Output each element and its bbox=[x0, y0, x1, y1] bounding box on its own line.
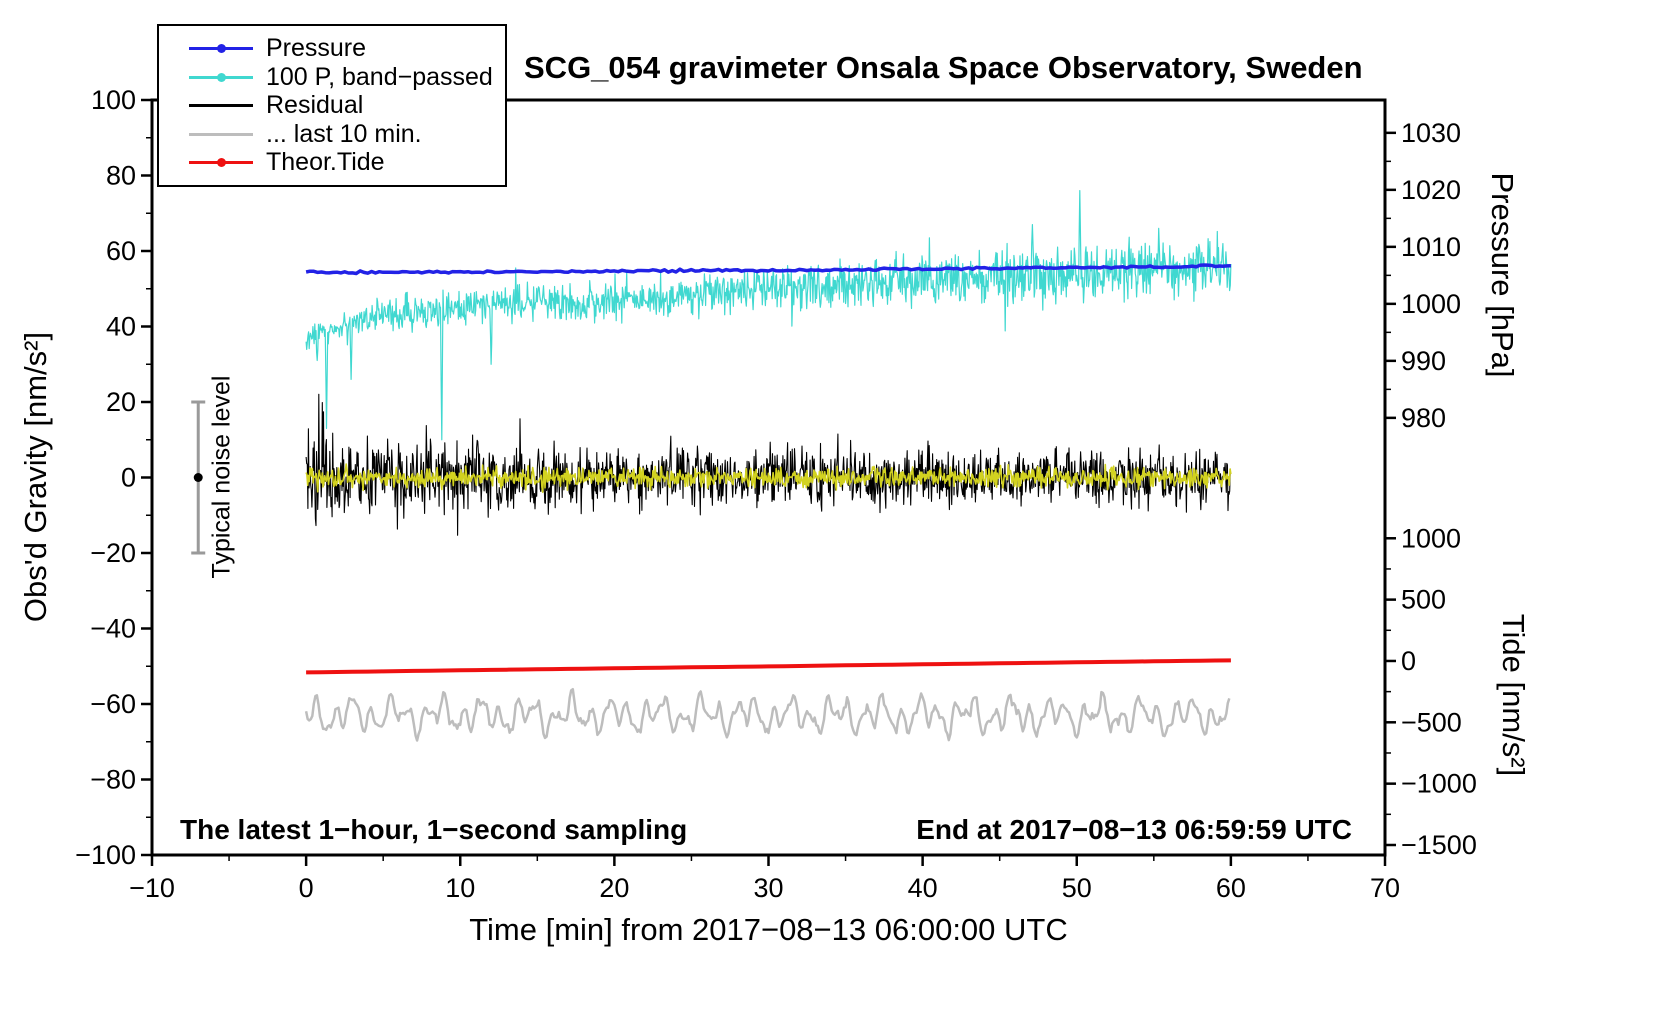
legend-label: 100 P, band−passed bbox=[266, 62, 493, 91]
series-pressure bbox=[305, 263, 1231, 276]
tick-label: 80 bbox=[106, 161, 136, 191]
legend-item-theor-tide: Theor.Tide bbox=[159, 148, 505, 177]
tick-label: 1030 bbox=[1401, 118, 1461, 148]
tick-label: 60 bbox=[1216, 873, 1246, 903]
chart-title: SCG_054 gravimeter Onsala Space Observat… bbox=[524, 50, 1363, 85]
tick-label: 40 bbox=[908, 873, 938, 903]
theor-tide-line-sample bbox=[189, 148, 253, 176]
legend-label: Theor.Tide bbox=[266, 148, 385, 177]
series-last10 bbox=[304, 687, 1231, 742]
tick-label: −100 bbox=[75, 840, 136, 870]
series-theor-tide bbox=[306, 658, 1231, 675]
tick-label: 1020 bbox=[1401, 175, 1461, 205]
tick-label: −40 bbox=[90, 614, 136, 644]
tick-label: −1500 bbox=[1401, 830, 1477, 860]
tick-label: 0 bbox=[121, 463, 136, 493]
tick-label: 500 bbox=[1401, 585, 1446, 615]
residual-line-sample bbox=[189, 91, 253, 119]
tick-label: −10 bbox=[129, 873, 175, 903]
noise-level-dot bbox=[193, 473, 203, 482]
tick-label: 1010 bbox=[1401, 232, 1461, 262]
x-axis-label: Time [min] from 2017−08−13 06:00:00 UTC bbox=[469, 912, 1068, 947]
sampling-note: The latest 1−hour, 1−second sampling bbox=[180, 814, 688, 845]
noise-level-label: Typical noise level bbox=[207, 375, 236, 579]
series-residual-overlay bbox=[305, 463, 1232, 493]
pressure-line-sample bbox=[189, 34, 253, 62]
tick-label: 1000 bbox=[1401, 289, 1461, 319]
y-axis-label-gravity: Obs'd Gravity [nm/s²] bbox=[18, 331, 53, 623]
tick-label: 0 bbox=[299, 873, 314, 903]
series-layer bbox=[304, 190, 1232, 742]
y-axis-label-tide: Tide [nm/s²] bbox=[1496, 613, 1531, 777]
band-passed-line-sample bbox=[189, 63, 253, 91]
legend-label: Pressure bbox=[266, 34, 367, 63]
legend-item-residual: Residual bbox=[159, 91, 505, 120]
last10-line-sample bbox=[189, 120, 253, 148]
legend-label: Residual bbox=[266, 91, 364, 120]
series-band-passed bbox=[305, 190, 1232, 441]
series-residual bbox=[305, 393, 1231, 536]
plot-frame bbox=[150, 98, 1387, 857]
tick-label: −20 bbox=[90, 538, 136, 568]
noise-level-bar bbox=[191, 400, 206, 555]
tick-label: −1000 bbox=[1401, 769, 1477, 799]
tick-label: 60 bbox=[106, 236, 136, 266]
legend-item-band-passed: 100 P, band−passed bbox=[159, 63, 505, 92]
tick-label: 100 bbox=[91, 85, 136, 115]
tick-label: −500 bbox=[1401, 707, 1462, 737]
tick-label: 0 bbox=[1401, 646, 1416, 676]
y-axis-label-pressure: Pressure [hPa] bbox=[1485, 172, 1520, 378]
end-time-note: End at 2017−08−13 06:59:59 UTC bbox=[916, 814, 1352, 845]
tick-label: −60 bbox=[90, 689, 136, 719]
tick-label: 40 bbox=[106, 312, 136, 342]
legend-item-pressure: Pressure bbox=[159, 34, 505, 63]
tick-label: 980 bbox=[1401, 403, 1446, 433]
tick-label: 30 bbox=[753, 873, 783, 903]
tick-label: 10 bbox=[445, 873, 475, 903]
tick-label: 70 bbox=[1370, 873, 1400, 903]
tick-label: 20 bbox=[106, 387, 136, 417]
tick-label: 1000 bbox=[1401, 523, 1461, 553]
tick-label: 20 bbox=[599, 873, 629, 903]
legend-item-last10: ... last 10 min. bbox=[159, 120, 505, 149]
tick-label: −80 bbox=[90, 765, 136, 795]
legend-label: ... last 10 min. bbox=[266, 119, 422, 148]
legend: Pressure 100 P, band−passed Residual ...… bbox=[157, 24, 507, 187]
tick-label: 990 bbox=[1401, 346, 1446, 376]
tick-label: 50 bbox=[1062, 873, 1092, 903]
